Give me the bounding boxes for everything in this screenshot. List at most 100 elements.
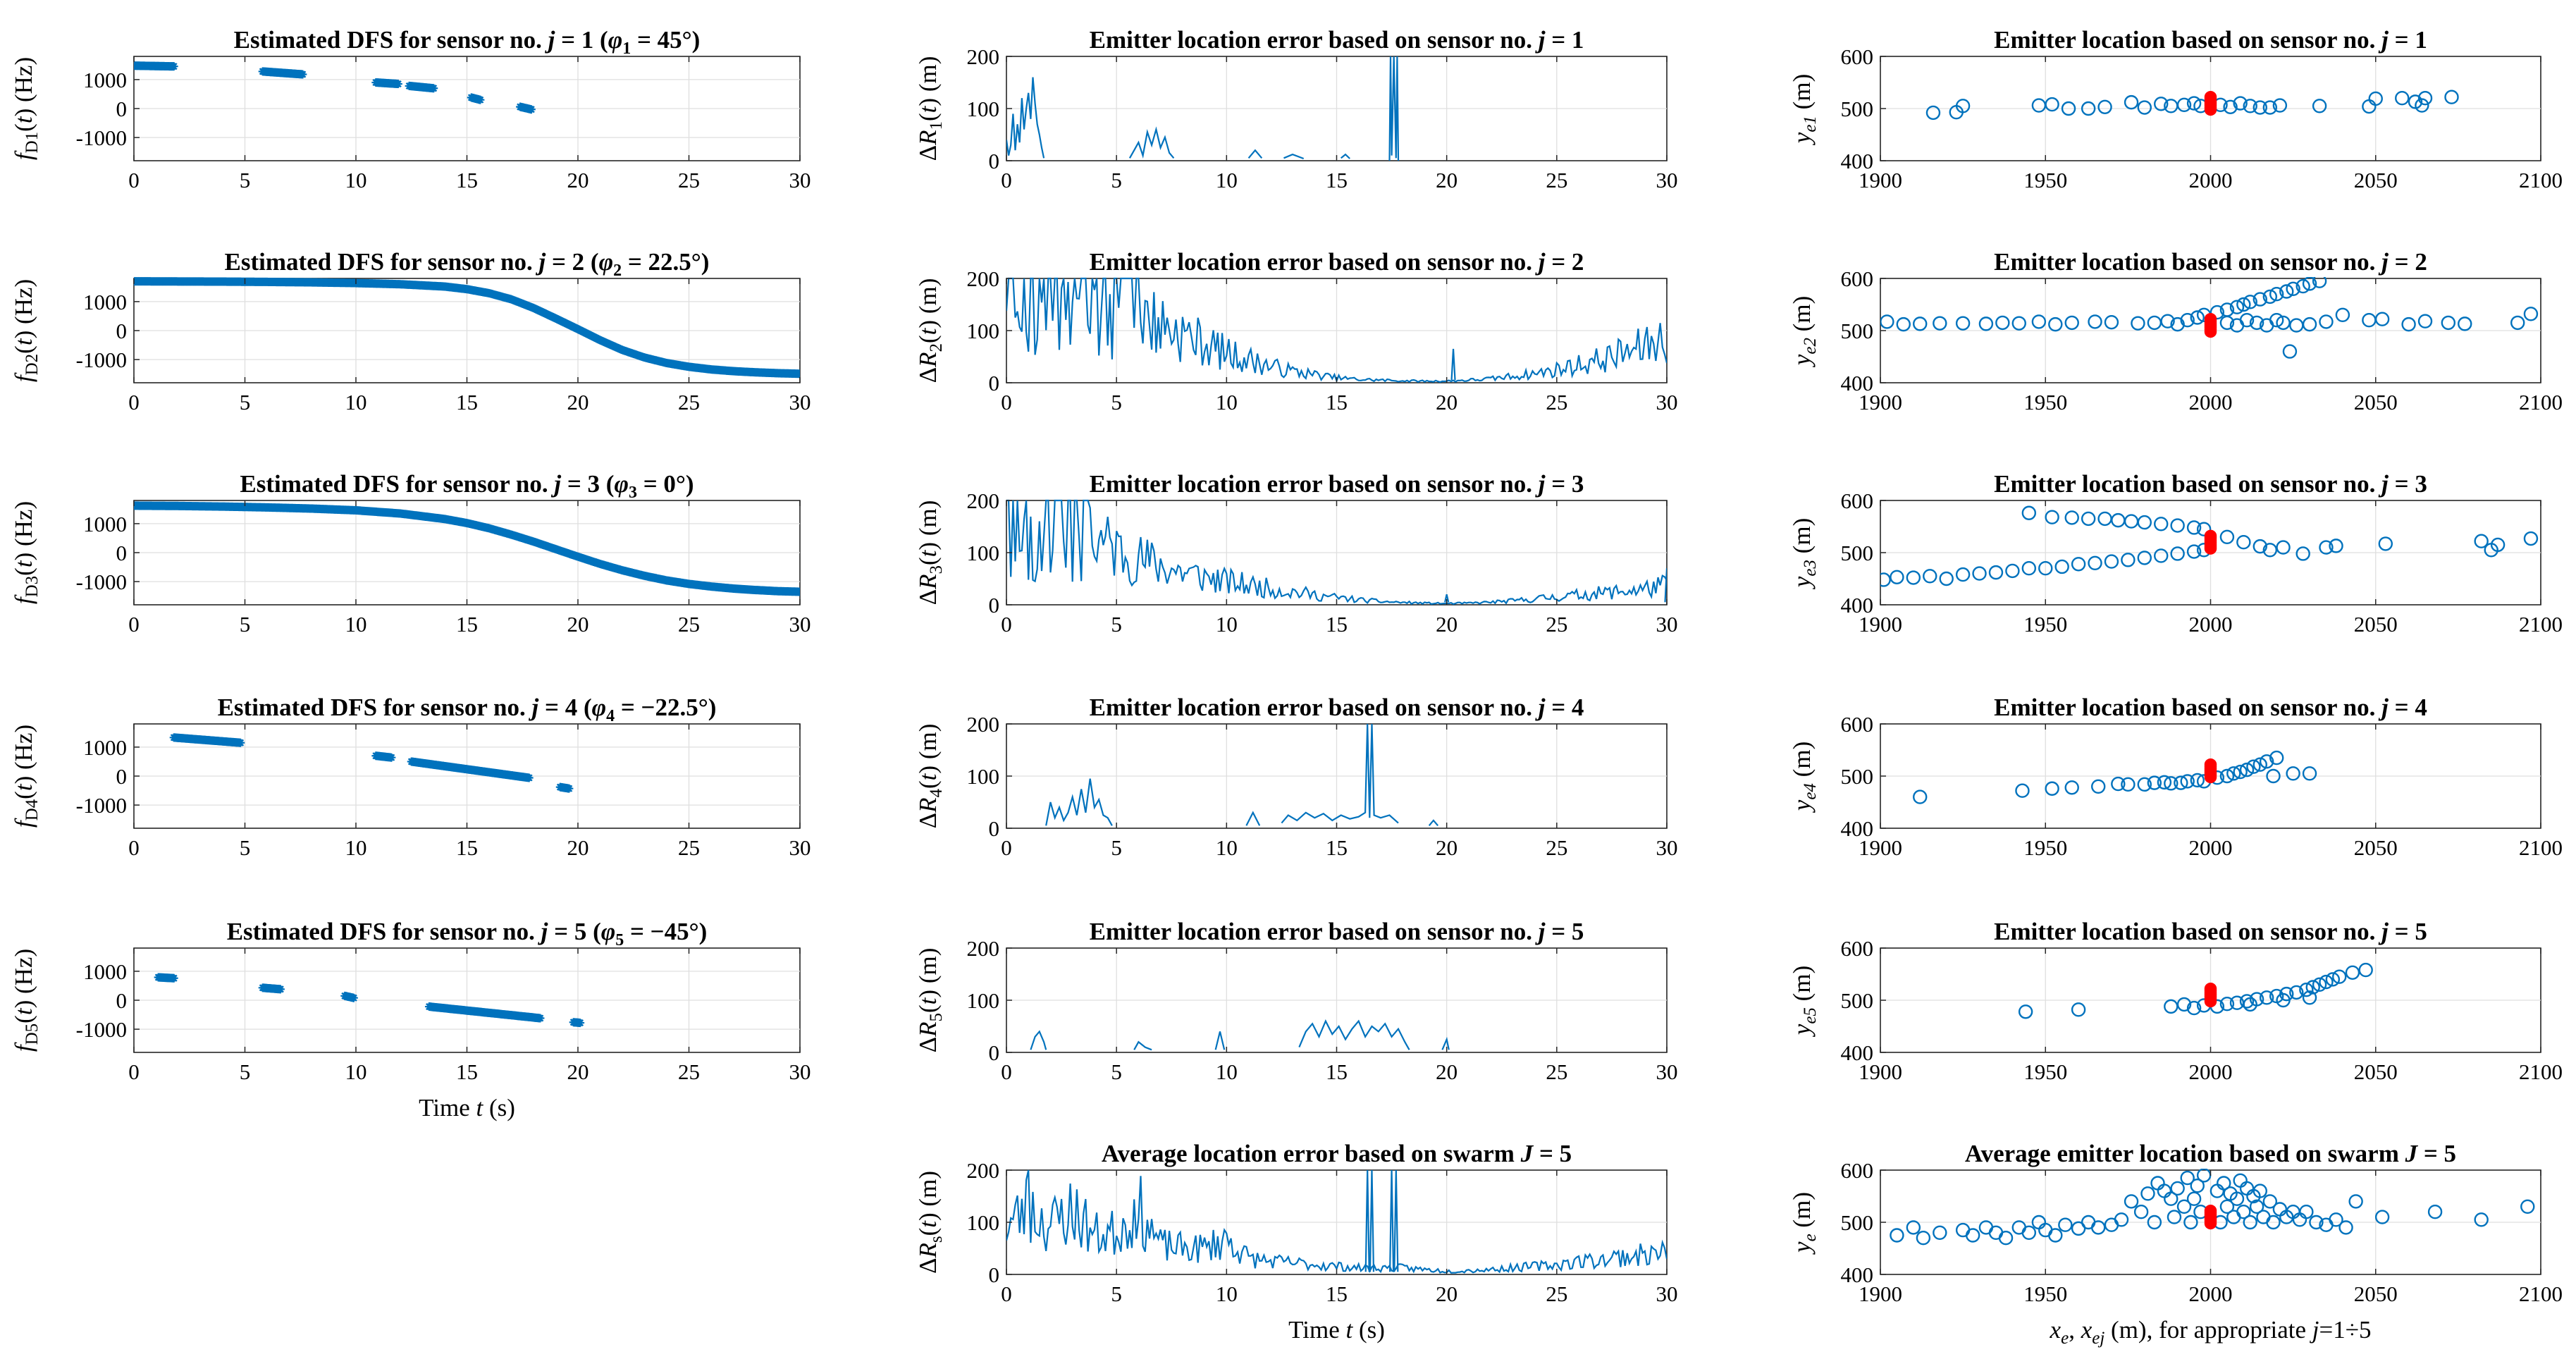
err1-ytick-label: 100 <box>967 97 1000 121</box>
loc3-point <box>2219 529 2235 544</box>
err4-data <box>1045 723 1439 827</box>
chart-err1: 0 5 10 15 20 25 30 0 100 200 Emitter location erro… <box>914 26 1678 192</box>
err3-xtick-label: 5 <box>1111 612 1122 637</box>
loc2-point <box>2160 314 2175 328</box>
dfs3-ytick-label: -1000 <box>76 570 127 594</box>
err5-line <box>1298 1019 1410 1050</box>
loc3-point <box>2045 510 2059 524</box>
loc2-point <box>1955 316 1971 331</box>
loc2-point <box>2401 316 2416 332</box>
locavg-point <box>2071 1221 2086 1236</box>
loc3-point <box>2088 555 2102 570</box>
err1-ytick-label: 200 <box>967 44 1000 69</box>
err3-xtick-label: 15 <box>1326 612 1348 637</box>
loc2-point <box>1978 316 1994 331</box>
locavg-point <box>1965 1228 1980 1243</box>
locavg-point <box>2329 1212 2343 1227</box>
dfs4-xtick-label: 5 <box>240 835 251 860</box>
locavg-point <box>1998 1230 2014 1246</box>
err5-xtick-label: 25 <box>1546 1059 1567 1084</box>
err5-title: Emitter location error based on sensor n… <box>1090 918 1584 945</box>
erravg-ytick-label: 100 <box>967 1210 1000 1235</box>
loc4-xtick-label: 1950 <box>2023 835 2067 860</box>
dfs1-xtick-label: 15 <box>456 168 478 192</box>
loc1-ytick-label: 500 <box>1841 97 1874 121</box>
err4-xtick-label: 10 <box>1216 835 1238 860</box>
locavg-title: Average emitter location based on swarm … <box>1965 1140 2456 1167</box>
dfs1-title: Estimated DFS for sensor no. j = 1 (φ1 =… <box>234 26 701 58</box>
loc5-point <box>2302 990 2317 1005</box>
chart-err4: 0 5 10 15 20 25 30 0 100 200 Emitter location erro… <box>914 694 1678 860</box>
dfs5-ytick-label: -1000 <box>76 1017 127 1042</box>
dfs1-data <box>134 61 536 114</box>
loc2-point <box>2190 310 2205 325</box>
chart-err2: 0 5 10 15 20 25 30 0 100 200 Emitter location erro… <box>914 248 1678 414</box>
dfs3-xtick-label: 20 <box>567 612 589 637</box>
loc1-ytick-label: 400 <box>1841 149 1874 173</box>
loc2-point <box>2276 315 2291 331</box>
chart-err3: 0 5 10 15 20 25 30 0 100 200 Emitter location erro… <box>914 470 1678 637</box>
loc5-ytick-label: 500 <box>1841 988 1874 1013</box>
loc1-point <box>2186 96 2202 111</box>
loc3-point <box>2071 557 2086 572</box>
err3-xtick-label: 0 <box>1001 612 1012 637</box>
dfs4-data <box>169 733 574 793</box>
erravg-xlabel: Time t (s) <box>1288 1316 1385 1344</box>
chart-locavg: 1900 1950 2000 2050 2100 400 500 600 Average emi… <box>1788 1140 2563 1348</box>
chart-erravg: 0 5 10 15 20 25 30 0 100 200 Average location erro… <box>914 1140 1678 1344</box>
loc2-point <box>2031 314 2047 329</box>
loc3-point <box>2154 517 2169 531</box>
loc3-point <box>1880 572 1891 587</box>
locavg-point <box>2217 1176 2231 1191</box>
loc5-point <box>2243 997 2257 1012</box>
loc3-point <box>1955 567 1971 582</box>
err5-ytick-label: 100 <box>967 988 1000 1013</box>
locavg-xlabel: xe, xej (m), for appropriate j=1÷5 <box>2050 1316 2372 1348</box>
dfs5-ylabel: fD5(t) (Hz) <box>10 949 42 1052</box>
loc5-point <box>2071 1002 2086 1017</box>
locavg-point <box>2164 1191 2178 1206</box>
loc1-point <box>2415 98 2429 113</box>
locavg-xtick-label: 2050 <box>2354 1281 2398 1306</box>
dfs1-xtick-label: 30 <box>789 168 811 192</box>
dfs3-xtick-label: 5 <box>240 612 251 637</box>
loc5-point <box>2186 1000 2202 1016</box>
loc3-point <box>2186 520 2202 535</box>
loc2-ytick-label: 400 <box>1841 371 1874 395</box>
loc1-point <box>2061 101 2076 116</box>
err3-ytick-label: 0 <box>989 593 1000 617</box>
err5-xtick-label: 30 <box>1656 1059 1678 1084</box>
loc2-point <box>2295 278 2310 294</box>
loc5-point <box>2018 1004 2033 1019</box>
loc4-point <box>2190 773 2205 788</box>
dfs4-xtick-label: 30 <box>789 835 811 860</box>
dfs3-xtick-label: 30 <box>789 612 811 637</box>
loc3-point <box>2295 546 2310 561</box>
loc5-xtick-label: 1900 <box>1859 1059 1902 1084</box>
loc5-xtick-label: 2000 <box>2189 1059 2233 1084</box>
loc2-point <box>2239 313 2255 328</box>
loc5-point <box>2219 996 2235 1012</box>
locavg-point <box>2266 1215 2281 1230</box>
loc3-point <box>2196 522 2212 536</box>
loc2-point <box>2458 316 2472 331</box>
loc1-point <box>2124 94 2139 110</box>
err3-ytick-label: 100 <box>967 541 1000 565</box>
loc3-point <box>2021 505 2037 520</box>
loc2-point <box>2219 315 2235 331</box>
err2-ytick-label: 200 <box>967 266 1000 291</box>
loc5-emitter-marker <box>2204 982 2217 995</box>
loc4-xtick-label: 2050 <box>2354 835 2398 860</box>
dfs5-xtick-label: 20 <box>567 1059 589 1084</box>
loc2-point <box>2286 281 2300 296</box>
loc2-point <box>2282 344 2298 359</box>
err1-line <box>1388 56 1400 161</box>
err5-data <box>1030 1019 1450 1051</box>
loc3-point <box>2104 554 2119 569</box>
loc5-point <box>2276 992 2291 1008</box>
loc3-ytick-label: 600 <box>1841 488 1874 513</box>
loc1-point <box>2081 101 2096 116</box>
dfs5-ytick-label: 1000 <box>83 959 127 984</box>
